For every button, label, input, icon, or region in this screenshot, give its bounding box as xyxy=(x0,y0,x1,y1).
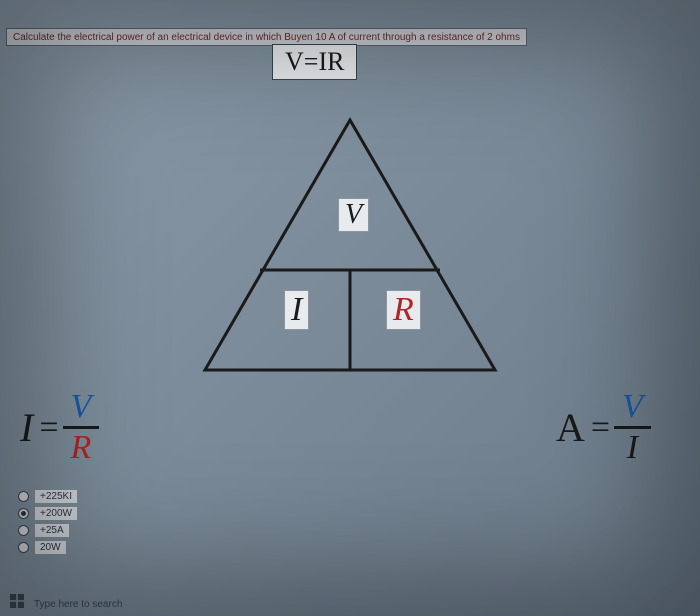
radio-icon[interactable] xyxy=(18,491,29,502)
triangle-label-v: V xyxy=(338,198,369,232)
frac-left-col: V R xyxy=(63,390,100,465)
triangle-svg xyxy=(190,110,510,390)
radio-icon[interactable] xyxy=(18,508,29,519)
frac-right-col: V I xyxy=(614,390,651,465)
option-row[interactable]: +225KI xyxy=(18,490,77,503)
option-label: +25A xyxy=(35,524,69,537)
option-row[interactable]: +25A xyxy=(18,524,77,537)
frac-right-num: V xyxy=(614,390,651,424)
frac-right-lead: A xyxy=(556,404,585,451)
option-label: +200W xyxy=(35,507,77,520)
triangle-label-i: I xyxy=(284,290,309,330)
radio-icon[interactable] xyxy=(18,542,29,553)
option-label: +225KI xyxy=(35,490,77,503)
ohms-law-triangle: V I R xyxy=(190,110,510,390)
frac-right-eq: = xyxy=(591,409,610,447)
question-text: Calculate the electrical power of an ele… xyxy=(6,28,527,46)
windows-start-icon[interactable] xyxy=(10,594,24,608)
frac-right-den: I xyxy=(619,431,646,465)
answer-options: +225KI +200W +25A 20W xyxy=(18,490,77,554)
option-row[interactable]: 20W xyxy=(18,541,77,554)
radio-icon[interactable] xyxy=(18,525,29,536)
frac-left-eq: = xyxy=(39,409,58,447)
taskbar-search-hint[interactable]: Type here to search xyxy=(34,599,122,610)
formula-i-equals-v-over-r: I = V R xyxy=(20,390,99,465)
frac-left-lead: I xyxy=(20,404,33,451)
formula-a-equals-v-over-i: A = V I xyxy=(556,390,651,465)
frac-left-den: R xyxy=(63,431,100,465)
option-label: 20W xyxy=(35,541,66,554)
ohms-law-formula: V=IR xyxy=(272,44,357,80)
option-row[interactable]: +200W xyxy=(18,507,77,520)
triangle-label-r: R xyxy=(386,290,421,330)
frac-left-num: V xyxy=(63,390,100,424)
